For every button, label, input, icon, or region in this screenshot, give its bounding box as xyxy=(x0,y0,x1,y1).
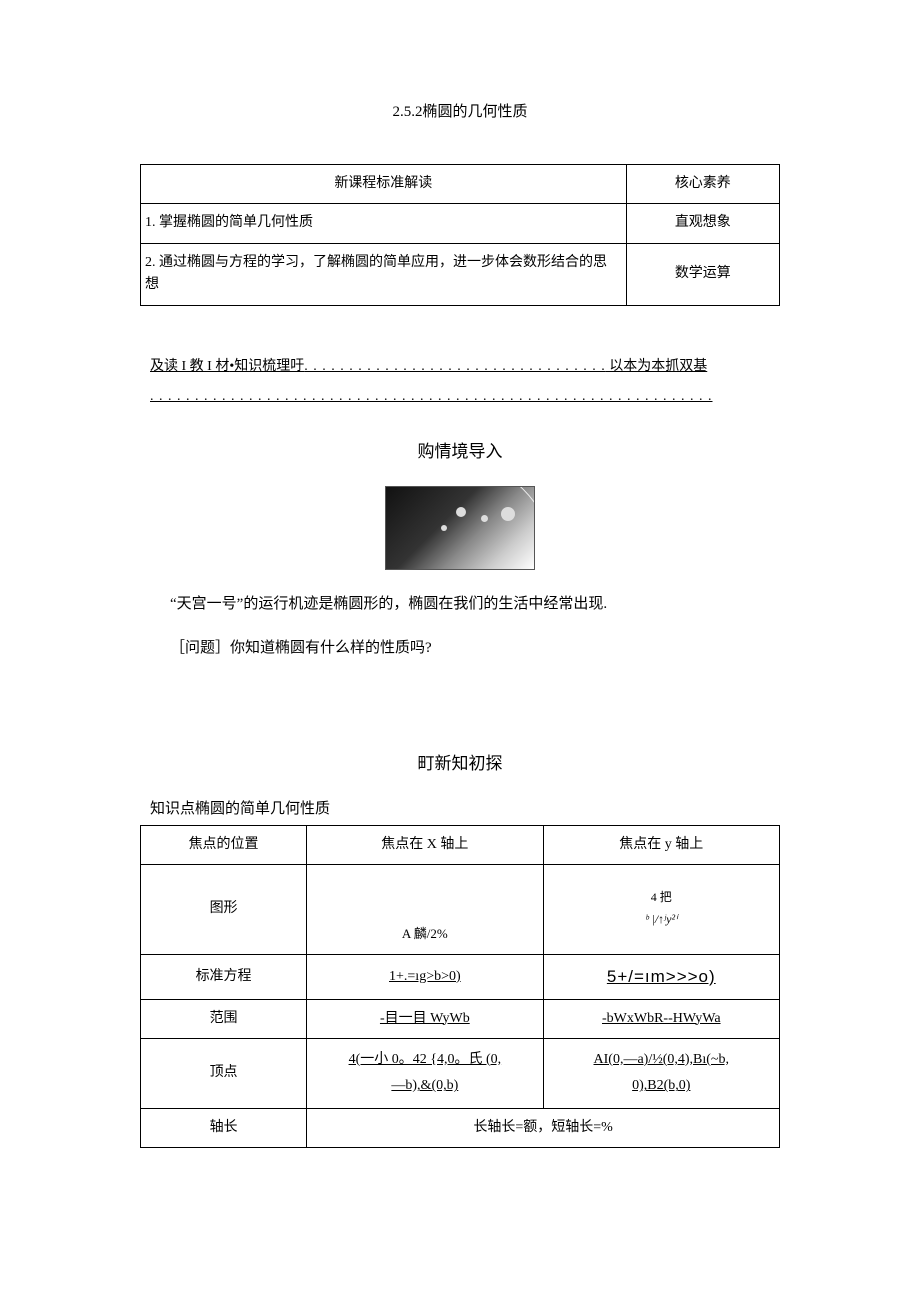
properties-title: 知识点椭圆的简单几何性质 xyxy=(150,797,780,821)
std-cell: 2. 通过椭圆与方程的学习，了解椭圆的简单应用，进一步体会数形结合的思想 xyxy=(141,243,627,305)
prop-label-range: 范围 xyxy=(141,999,307,1038)
prop-label-shape: 图形 xyxy=(141,865,307,955)
illustration-image xyxy=(385,486,535,570)
properties-table: 焦点的位置 焦点在 X 轴上 焦点在 y 轴上 图形 A 麟/2% 4 把 ᵇ … xyxy=(140,825,780,1149)
table-row: 2. 通过椭圆与方程的学习，了解椭圆的简单应用，进一步体会数形结合的思想 数学运… xyxy=(141,243,780,305)
vertex-x-cell: 4(一小 0。42 {4,0。氏 (0, —b),&(0,b) xyxy=(307,1038,543,1108)
prop-header: 焦点在 y 轴上 xyxy=(543,825,779,864)
reading-line: 及读 I 教 I 材•知识梳理吁. . . . . . . . . . . . … xyxy=(150,356,780,378)
reading-line-2: . . . . . . . . . . . . . . . . . . . . … xyxy=(150,386,780,408)
range-y-text: -bWxWbR--HWyWa xyxy=(602,1011,721,1026)
reading-dots2: . . . . . . . . . . . . . . . . . . . . … xyxy=(150,389,713,404)
vertex-x-2: —b),&(0,b) xyxy=(391,1078,458,1093)
section-header-1: 购情境导入 xyxy=(140,438,780,465)
page-title: 2.5.2椭圆的几何性质 xyxy=(140,100,780,124)
table-row: 图形 A 麟/2% 4 把 ᵇ |/↑ʲy²ⁱ xyxy=(141,865,780,955)
vertex-x-1: 4(一小 0。42 {4,0。氏 (0, xyxy=(349,1052,502,1067)
std-header-1: 新课程标准解读 xyxy=(141,165,627,204)
range-y-cell: -bWxWbR--HWyWa xyxy=(543,999,779,1038)
standards-table: 新课程标准解读 核心素养 1. 掌握椭圆的简单几何性质 直观想象 2. 通过椭圆… xyxy=(140,164,780,306)
eq-x-cell: 1+.=ıg>b>0) xyxy=(307,955,543,999)
shape-x-cell: A 麟/2% xyxy=(307,865,543,955)
range-x-text: -目一目 WyWb xyxy=(380,1011,470,1026)
range-x-cell: -目一目 WyWb xyxy=(307,999,543,1038)
reading-suffix: 以本为本抓双基 xyxy=(606,359,708,374)
vertex-y-1: AI(0,—a)/½(0,4),Bı(~b, xyxy=(594,1052,730,1067)
table-row: 轴长 长轴长=额，短轴长=% xyxy=(141,1109,780,1148)
std-cell: 数学运算 xyxy=(626,243,779,305)
shape-y-cell: 4 把 ᵇ |/↑ʲy²ⁱ xyxy=(543,865,779,955)
shape-y-top: 4 把 xyxy=(548,888,775,907)
prop-label-vertex: 顶点 xyxy=(141,1038,307,1108)
shape-x-text: A 麟/2% xyxy=(311,874,538,945)
reading-dots: . . . . . . . . . . . . . . . . . . . . … xyxy=(304,359,606,374)
section-header-2: 町新知初探 xyxy=(140,750,780,777)
shape-y-sub: ᵇ |/↑ʲy²ⁱ xyxy=(645,912,677,926)
prop-label-axis: 轴长 xyxy=(141,1109,307,1148)
std-header-2: 核心素养 xyxy=(626,165,779,204)
table-row: 新课程标准解读 核心素养 xyxy=(141,165,780,204)
table-row: 范围 -目一目 WyWb -bWxWbR--HWyWa xyxy=(141,999,780,1038)
prop-label-eq: 标准方程 xyxy=(141,955,307,999)
paragraph-1: “天宫一号”的运行机迹是椭圆形的，椭圆在我们的生活中经常出现. xyxy=(140,592,780,616)
eq-x-text: 1+.=ıg>b>0) xyxy=(389,969,461,984)
table-row: 1. 掌握椭圆的简单几何性质 直观想象 xyxy=(141,204,780,243)
reading-mid: •知识梳理吁 xyxy=(229,359,304,374)
vertex-y-2: 0),B2(b,0) xyxy=(632,1078,690,1093)
eq-y-cell: 5+/=ım>>>o) xyxy=(543,955,779,999)
table-row: 标准方程 1+.=ıg>b>0) 5+/=ım>>>o) xyxy=(141,955,780,999)
vertex-y-cell: AI(0,—a)/½(0,4),Bı(~b, 0),B2(b,0) xyxy=(543,1038,779,1108)
page-root: 2.5.2椭圆的几何性质 新课程标准解读 核心素养 1. 掌握椭圆的简单几何性质… xyxy=(0,0,920,1208)
table-row: 焦点的位置 焦点在 X 轴上 焦点在 y 轴上 xyxy=(141,825,780,864)
reading-prefix: 及读 I 教 I 材 xyxy=(150,359,229,374)
table-row: 顶点 4(一小 0。42 {4,0。氏 (0, —b),&(0,b) AI(0,… xyxy=(141,1038,780,1108)
eq-y-text: 5+/=ım>>>o) xyxy=(607,967,716,986)
axis-cell: 长轴长=额，短轴长=% xyxy=(307,1109,780,1148)
std-cell: 直观想象 xyxy=(626,204,779,243)
prop-header: 焦点在 X 轴上 xyxy=(307,825,543,864)
paragraph-2: ［问题］你知道椭圆有什么样的性质吗? xyxy=(140,636,780,660)
std-cell: 1. 掌握椭圆的简单几何性质 xyxy=(141,204,627,243)
prop-header: 焦点的位置 xyxy=(141,825,307,864)
